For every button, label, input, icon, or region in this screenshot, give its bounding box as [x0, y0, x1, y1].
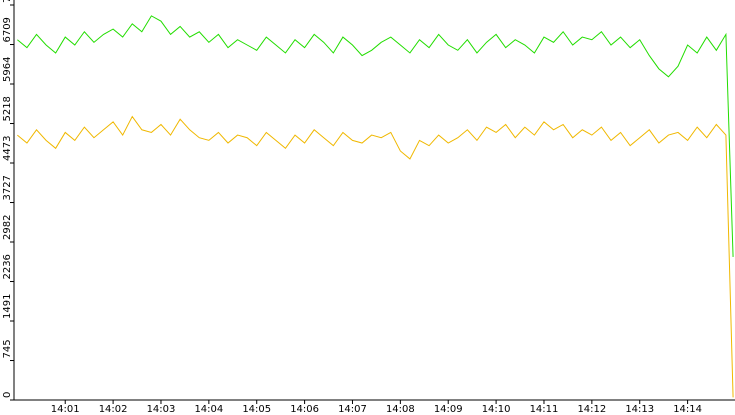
x-tick-label: 14:09	[434, 404, 463, 415]
y-tick-label: 0	[2, 392, 13, 398]
y-tick-label: 3727	[2, 175, 13, 200]
series-line	[17, 15, 734, 257]
y-tick-label: 5218	[2, 96, 13, 121]
y-tick-label: 6709	[2, 17, 13, 42]
x-tick-label: 14:07	[338, 404, 367, 415]
y-tick-label: 745	[2, 339, 13, 358]
y-tick-label: 1491	[2, 294, 13, 319]
x-tick-label: 14:13	[625, 404, 654, 415]
x-tick-label: 14:05	[242, 404, 271, 415]
y-tick-label: 5964	[2, 57, 13, 82]
y-tick-label: 2236	[2, 254, 13, 279]
y-tick-label: 2982	[2, 215, 13, 240]
x-tick-label: 14:04	[194, 404, 223, 415]
x-tick-label: 14:08	[386, 404, 415, 415]
y-tick-label: 7455	[2, 0, 13, 3]
x-tick-label: 14:10	[482, 404, 511, 415]
x-tick-label: 14:01	[51, 404, 80, 415]
y-tick-label: 4473	[2, 136, 13, 161]
x-tick-label: 14:11	[530, 404, 559, 415]
series-line	[17, 115, 734, 398]
x-tick-label: 14:14	[673, 404, 702, 415]
x-tick-label: 14:03	[147, 404, 176, 415]
x-tick-label: 14:02	[99, 404, 128, 415]
x-tick-label: 14:06	[290, 404, 319, 415]
x-tick-label: 14:12	[577, 404, 606, 415]
